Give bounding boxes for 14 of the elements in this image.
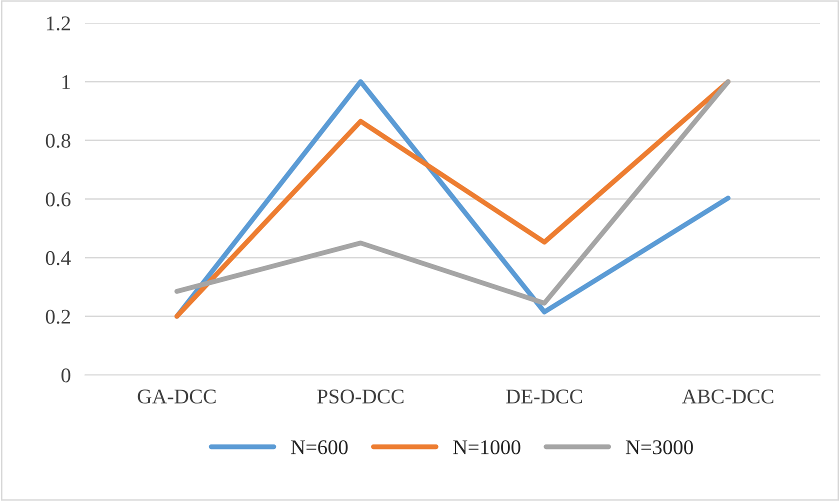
y-tick-label: 0 <box>61 368 70 382</box>
y-tick-label: 1 <box>62 75 70 89</box>
legend-label: N=3000 <box>626 440 693 454</box>
y-tick-label: 0.2 <box>46 310 70 324</box>
y-tick-label: 1.2 <box>46 16 70 31</box>
y-tick-label: 0.8 <box>46 134 70 148</box>
y-tick-label: 0.4 <box>46 251 71 266</box>
x-tick-label: DE-DCC <box>506 390 582 404</box>
x-tick-label: ABC-DCC <box>682 390 774 404</box>
y-tick-label: 0.6 <box>46 192 70 207</box>
x-tick-label: GA-DCC <box>138 390 216 404</box>
legend-label: N=600 <box>291 440 348 454</box>
x-tick-label: PSO-DCC <box>317 390 404 404</box>
legend-label: N=1000 <box>453 440 520 454</box>
